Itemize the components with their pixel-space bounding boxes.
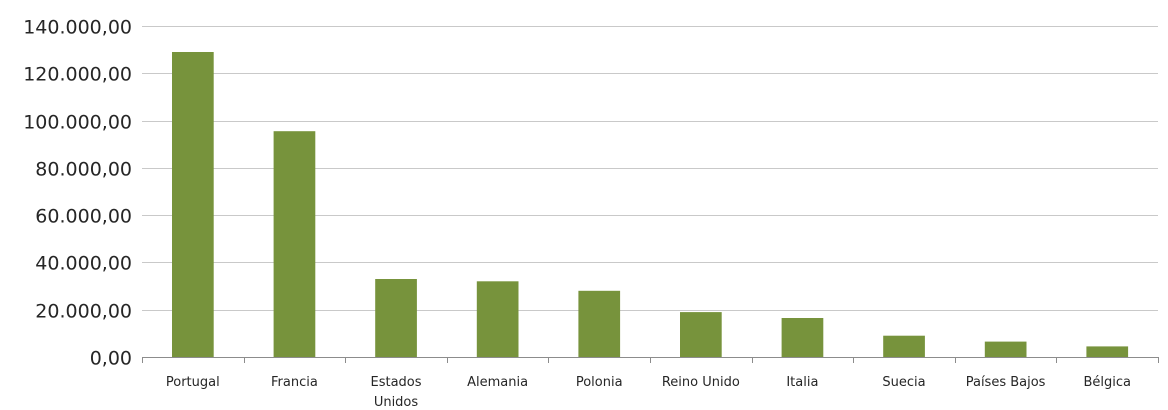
bar — [883, 335, 925, 357]
y-tick-label: 40.000,00 — [35, 253, 132, 275]
x-tick-label: Alemania — [467, 375, 528, 390]
x-tick-label: Países Bajos — [966, 375, 1046, 390]
y-tick-label: 0,00 — [90, 348, 132, 370]
x-axis — [142, 357, 1159, 363]
y-tick-label: 80.000,00 — [35, 159, 132, 181]
x-tick-label: Portugal — [166, 375, 220, 390]
y-tick-label: 120.000,00 — [23, 64, 132, 86]
x-tick-label: Italia — [786, 375, 818, 390]
y-axis-tick-labels: 0,00 20.000,00 40.000,00 60.000,00 80.000,00… — [23, 17, 132, 370]
y-tick-label: 20.000,00 — [35, 301, 132, 323]
bar — [578, 290, 621, 357]
y-tick-label: 100.000,00 — [23, 112, 132, 134]
x-tick-label: Francia — [271, 375, 318, 390]
bar — [172, 52, 214, 357]
x-tick-label: Estados Unidos — [370, 375, 421, 410]
bar — [1086, 346, 1129, 357]
bar — [680, 312, 722, 357]
bar — [781, 318, 824, 357]
x-tick-label: Suecia — [882, 375, 925, 390]
y-tick-label: 60.000,00 — [35, 206, 132, 228]
y-tick-label: 140.000,00 — [23, 17, 132, 39]
x-tick-label: Bélgica — [1083, 375, 1131, 390]
x-axis-tick-labels: Portugal Francia Estados Unidos Alemania Polo… — [166, 375, 1131, 410]
x-tick-label: Reino Unido — [662, 375, 740, 390]
x-tick-label: Polonia — [576, 375, 623, 390]
bar — [273, 131, 316, 357]
bar — [375, 279, 417, 357]
bar — [476, 281, 519, 357]
bar — [984, 341, 1027, 357]
bars — [172, 52, 1129, 357]
